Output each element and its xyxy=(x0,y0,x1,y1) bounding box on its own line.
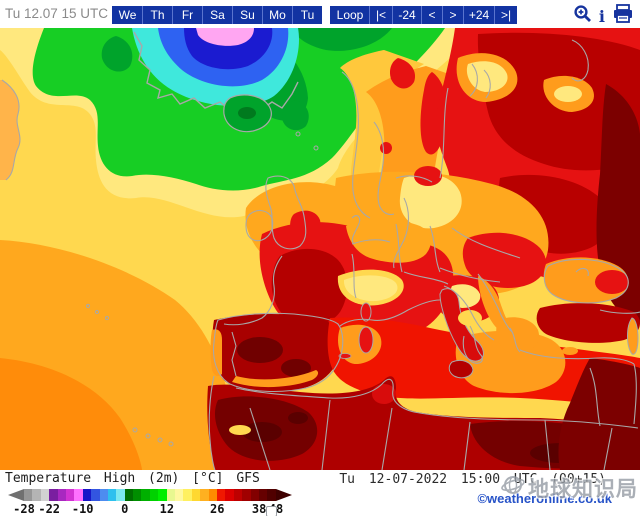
print-icon[interactable] xyxy=(612,4,634,29)
scale-segment-9 xyxy=(99,489,108,501)
scale-segment-1 xyxy=(32,489,41,501)
legend-footer: Temperature High (2m) [°C] GFS -28 -22 -10… xyxy=(0,470,640,516)
scale-segment-15 xyxy=(149,489,159,501)
copyright-link[interactable]: ©weatheronline.co.uk xyxy=(477,491,612,506)
islands xyxy=(85,131,319,447)
loop-button-[interactable]: > xyxy=(443,6,464,24)
day-button-tu[interactable]: Tu xyxy=(293,6,322,24)
loop-buttons: Loop |< -24 < > +24 >| xyxy=(330,6,517,24)
day-button-sa[interactable]: Sa xyxy=(203,6,233,24)
scale-segment-12 xyxy=(124,489,134,501)
scale-segment-19 xyxy=(183,489,192,501)
scale-segment-18 xyxy=(175,489,184,501)
scale-segment-29 xyxy=(267,489,276,501)
scale-segments xyxy=(24,489,276,501)
toolbar: Tu 12.07 15 UTC We Th Fr Sa Su Mo Tu Loop |< -24… xyxy=(0,0,640,28)
toolbar-icons: i xyxy=(573,4,634,29)
scale-tick--22: -22 xyxy=(38,502,61,516)
scale-segment-2 xyxy=(40,489,50,501)
cutoff-checkbox xyxy=(266,506,277,516)
loop-button-24[interactable]: +24 xyxy=(464,6,495,24)
day-button-su[interactable]: Su xyxy=(233,6,263,24)
scale-segment-10 xyxy=(107,489,117,501)
greenland-cold-region xyxy=(132,28,299,113)
info-icon[interactable]: i xyxy=(598,6,605,26)
scale-segment-26 xyxy=(242,489,251,501)
day-button-mo[interactable]: Mo xyxy=(263,6,293,24)
scale-segment-21 xyxy=(200,489,209,501)
scale-tick-26: 26 xyxy=(210,502,225,516)
legend-title: Temperature High (2m) [°C] GFS xyxy=(5,471,260,486)
iberia-region xyxy=(210,314,342,393)
scale-segment-17 xyxy=(166,489,176,501)
scale-segment-11 xyxy=(116,489,125,501)
scale-segment-7 xyxy=(82,489,92,501)
scale-tick-0: 0 xyxy=(121,502,129,516)
scale-segment-0 xyxy=(24,489,33,501)
scale-tick-12: 12 xyxy=(159,502,175,516)
scale-tick--28: -28 xyxy=(13,502,35,516)
temperature-color-scale xyxy=(8,489,292,501)
scale-segment-8 xyxy=(91,489,100,501)
scale-segment-16 xyxy=(158,489,167,501)
scale-segment-3 xyxy=(49,489,58,501)
iceland xyxy=(223,94,272,133)
current-datetime-label: Tu 12.07 15 UTC xyxy=(5,6,109,21)
scale-segment-23 xyxy=(216,489,226,501)
scale-segment-25 xyxy=(233,489,243,501)
scale-segment-6 xyxy=(74,489,83,501)
scale-tick-labels: -28-22-10012263848 xyxy=(13,502,283,516)
loop-button-[interactable]: |< xyxy=(370,6,393,24)
day-button-th[interactable]: Th xyxy=(143,6,173,24)
scale-segment-5 xyxy=(65,489,75,501)
coastlines xyxy=(1,39,640,470)
loop-button-[interactable]: >| xyxy=(495,6,517,24)
day-buttons: We Th Fr Sa Su Mo Tu xyxy=(112,6,322,24)
loop-button-[interactable]: < xyxy=(422,6,443,24)
scale-segment-20 xyxy=(191,489,201,501)
forecast-datetime: Tu 12-07-2022 15:00 UTC (00+15) xyxy=(339,472,606,487)
scale-tick--10: -10 xyxy=(71,502,94,516)
scale-segment-27 xyxy=(250,489,259,501)
temperature-map[interactable] xyxy=(0,28,640,470)
day-button-fr[interactable]: Fr xyxy=(173,6,203,24)
scale-segment-28 xyxy=(258,489,268,501)
scale-tick-38: 38 xyxy=(251,502,267,516)
day-button-we[interactable]: We xyxy=(112,6,143,24)
loop-button-loop[interactable]: Loop xyxy=(330,6,370,24)
scale-left-arrow xyxy=(8,489,24,501)
scale-segment-14 xyxy=(141,489,150,501)
scale-segment-24 xyxy=(225,489,234,501)
scale-segment-4 xyxy=(57,489,66,501)
scale-right-arrow xyxy=(275,489,292,501)
zoom-in-icon[interactable] xyxy=(573,4,592,29)
scale-segment-13 xyxy=(133,489,142,501)
loop-button-24[interactable]: -24 xyxy=(393,6,422,24)
africa-region xyxy=(207,358,640,470)
scale-segment-22 xyxy=(208,489,217,501)
